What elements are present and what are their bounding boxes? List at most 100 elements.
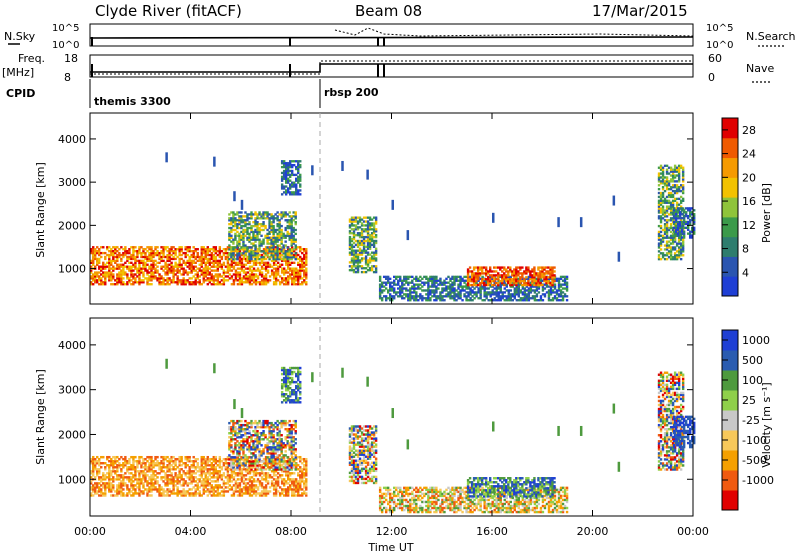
power-cell — [486, 281, 490, 285]
velocity-cell — [246, 486, 250, 489]
power-cell — [293, 269, 296, 272]
velocity-cell — [110, 494, 113, 497]
power-cell — [441, 297, 444, 300]
power-cell — [393, 275, 396, 279]
power-cell — [190, 263, 193, 266]
power-cell — [232, 261, 236, 264]
power-cell — [525, 283, 528, 287]
power-cell — [288, 252, 291, 255]
power-cell — [352, 224, 356, 227]
power-cell — [124, 273, 127, 276]
power-cell — [483, 293, 486, 296]
power-cell — [525, 289, 529, 292]
power-cell — [297, 169, 300, 173]
velocity-cell — [240, 470, 244, 473]
velocity-cell — [194, 460, 197, 463]
power-cell — [348, 220, 352, 223]
power-cell — [305, 275, 308, 278]
power-cell — [474, 278, 478, 281]
power-cell — [100, 246, 103, 249]
power-cell — [110, 251, 113, 255]
power-cell — [186, 273, 189, 276]
power-cell — [681, 254, 685, 257]
power-cell — [272, 257, 275, 261]
power-cell — [341, 160, 344, 171]
power-cell — [372, 216, 376, 219]
velocity-cell — [116, 486, 119, 489]
power-cell — [128, 249, 131, 253]
power-cell — [663, 257, 667, 261]
power-cell — [116, 273, 119, 276]
velocity-cell — [168, 466, 171, 469]
power-cell — [244, 246, 247, 249]
power-cell — [282, 175, 286, 179]
velocity-cell — [120, 455, 123, 459]
power-cell — [262, 215, 265, 218]
power-cell — [148, 271, 151, 274]
power-cell — [354, 224, 358, 227]
power-cell — [676, 232, 680, 235]
velocity-cell — [98, 476, 101, 479]
power-cell — [270, 213, 273, 216]
power-cell — [390, 287, 394, 290]
power-cell — [533, 299, 537, 302]
power-cell — [254, 261, 258, 264]
power-cell — [297, 179, 300, 182]
power-cell — [439, 291, 442, 294]
velocity-cell — [194, 457, 197, 461]
power-cell — [549, 272, 552, 275]
power-cell — [158, 277, 161, 280]
power-cell — [172, 273, 175, 276]
power-cell — [401, 285, 404, 288]
power-cell — [305, 255, 308, 259]
power-cell — [158, 253, 161, 257]
power-cell — [158, 279, 161, 282]
power-cell — [260, 273, 264, 276]
power-cell — [431, 285, 434, 288]
velocity-cell — [108, 490, 111, 493]
velocity-cell — [204, 486, 207, 489]
power-cell — [535, 272, 538, 275]
power-cell — [657, 203, 661, 206]
power-cell — [449, 285, 452, 288]
power-cell — [186, 246, 189, 249]
power-cell — [94, 249, 97, 253]
power-cell — [286, 221, 289, 224]
power-cell — [176, 269, 179, 272]
power-cell — [659, 199, 663, 202]
power-cell — [495, 270, 498, 273]
velocity-cell — [184, 474, 187, 477]
power-cell — [457, 285, 460, 288]
power-cell — [274, 242, 277, 245]
power-cell — [293, 267, 296, 270]
power-cell — [688, 214, 692, 218]
power-cell — [511, 278, 514, 281]
power-cell — [674, 224, 678, 228]
power-cell — [485, 287, 488, 290]
velocity-cell — [240, 488, 244, 491]
velocity-cell — [240, 492, 244, 495]
power-cell — [477, 291, 480, 294]
power-cell — [659, 172, 663, 175]
power-cell — [266, 261, 270, 264]
power-cell — [246, 248, 249, 251]
power-cell — [166, 283, 169, 286]
power-cell — [134, 273, 137, 276]
power-cell — [531, 289, 535, 292]
power-cell — [459, 293, 462, 296]
power-cell — [90, 283, 93, 286]
power-cell — [468, 278, 472, 281]
velocity-cell — [168, 468, 171, 471]
power-cell — [284, 279, 288, 282]
power-cell — [354, 265, 358, 268]
power-cell — [513, 297, 517, 300]
power-cell — [178, 271, 181, 274]
velocity-cell — [158, 490, 161, 493]
velocity-cell — [180, 476, 183, 479]
power-cell — [295, 275, 298, 278]
power-cell — [390, 285, 394, 288]
power-cell — [439, 281, 442, 284]
power-cell — [186, 281, 189, 284]
power-cell — [547, 297, 551, 300]
velocity-cell — [216, 492, 220, 495]
